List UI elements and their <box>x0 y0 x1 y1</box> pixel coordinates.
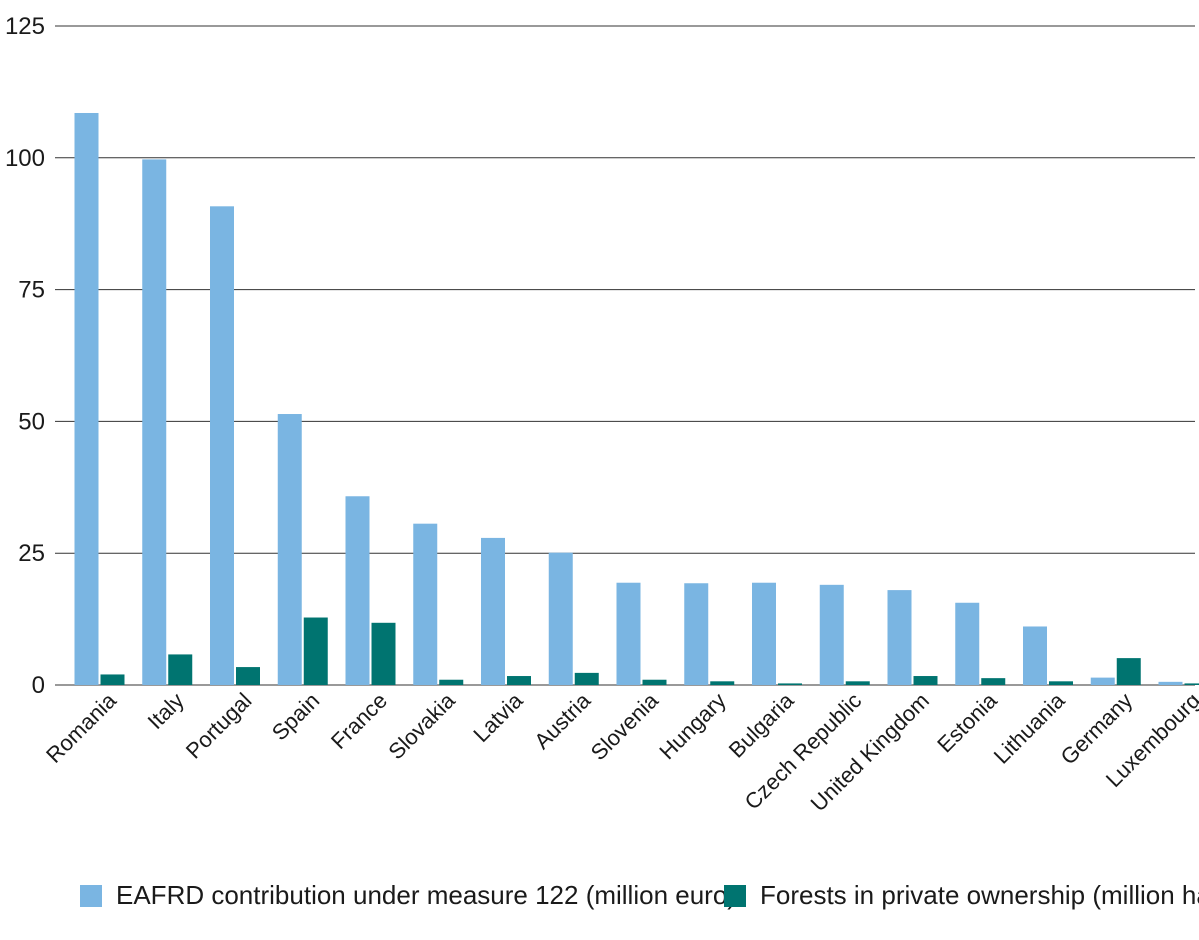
forests-bar-slovakia <box>439 679 464 685</box>
x-tick-label: Latvia <box>468 687 528 747</box>
legend-item-forests: Forests in private ownership (million ha… <box>724 880 1199 911</box>
y-tick-label: 50 <box>18 408 45 435</box>
eafrd-bar-estonia <box>955 602 980 685</box>
forests-bar-italy <box>168 654 193 685</box>
forests-bar-slovenia <box>642 679 667 685</box>
forests-bar-czech-republic <box>845 681 870 685</box>
eafrd-bar-portugal <box>210 206 234 685</box>
eafrd-bar-germany <box>1090 677 1115 685</box>
eafrd-bar-lithuania <box>1023 626 1047 685</box>
forests-bar-austria <box>574 672 599 685</box>
x-tick-label: United Kingdom <box>806 688 934 816</box>
forests-bar-hungary <box>710 681 735 685</box>
x-tick-label: Romania <box>41 687 121 767</box>
legend-swatch-forests <box>724 884 746 907</box>
y-tick-label: 75 <box>18 277 45 304</box>
forests-bar-spain <box>303 617 328 685</box>
legend-label-forests: Forests in private ownership (million ha… <box>760 880 1199 910</box>
x-tick-label: Hungary <box>654 688 730 764</box>
forests-bar-germany <box>1116 658 1141 685</box>
x-tick-label: Spain <box>267 688 324 745</box>
y-tick-label: 25 <box>18 540 45 567</box>
x-tick-label: Slovakia <box>383 687 460 764</box>
eafrd-bar-romania <box>74 112 99 686</box>
x-tick-label: Slovenia <box>586 687 664 765</box>
x-tick-label: Czech Republic <box>740 688 867 815</box>
forests-bar-bulgaria <box>778 683 802 685</box>
legend: EAFRD contribution under measure 122 (mi… <box>0 880 1199 920</box>
forests-bar-lithuania <box>1049 681 1073 685</box>
forests-bar-luxembourg <box>1184 683 1199 685</box>
legend-label-eafrd: EAFRD contribution under measure 122 (mi… <box>116 880 736 910</box>
eafrd-bar-bulgaria <box>752 582 776 685</box>
x-tick-label: Portugal <box>181 688 257 764</box>
forests-bar-estonia <box>981 678 1006 685</box>
eafrd-bar-slovakia <box>413 523 438 685</box>
forests-bar-france <box>371 622 396 685</box>
eafrd-bar-austria <box>548 552 573 685</box>
forests-bar-romania <box>100 674 125 685</box>
y-tick-label: 125 <box>5 13 45 40</box>
bars <box>74 112 1199 686</box>
eafrd-bar-italy <box>142 159 167 686</box>
eafrd-bar-slovenia <box>616 582 641 685</box>
eafrd-bar-france <box>345 496 370 685</box>
forests-bar-united-kingdom <box>913 676 938 685</box>
eafrd-bar-luxembourg <box>1158 681 1183 685</box>
forests-bar-portugal <box>236 667 260 685</box>
legend-swatch-eafrd <box>80 884 102 907</box>
forests-bar-latvia <box>507 676 531 685</box>
eafrd-bar-hungary <box>684 583 709 685</box>
y-tick-label: 100 <box>5 145 45 172</box>
eafrd-bar-latvia <box>481 537 505 685</box>
legend-item-eafrd: EAFRD contribution under measure 122 (mi… <box>80 880 736 911</box>
eafrd-bar-spain <box>277 414 302 685</box>
y-axis-ticks: 0 25 50 75 100 125 <box>5 13 45 699</box>
x-tick-label: Austria <box>529 687 596 754</box>
x-tick-label: Lithuania <box>989 687 1070 768</box>
y-tick-label: 0 <box>32 672 45 699</box>
x-tick-label: Italy <box>143 688 189 734</box>
eafrd-bar-czech-republic <box>819 584 844 685</box>
x-tick-label: France <box>326 688 392 754</box>
eafrd-bar-united-kingdom <box>887 590 912 685</box>
